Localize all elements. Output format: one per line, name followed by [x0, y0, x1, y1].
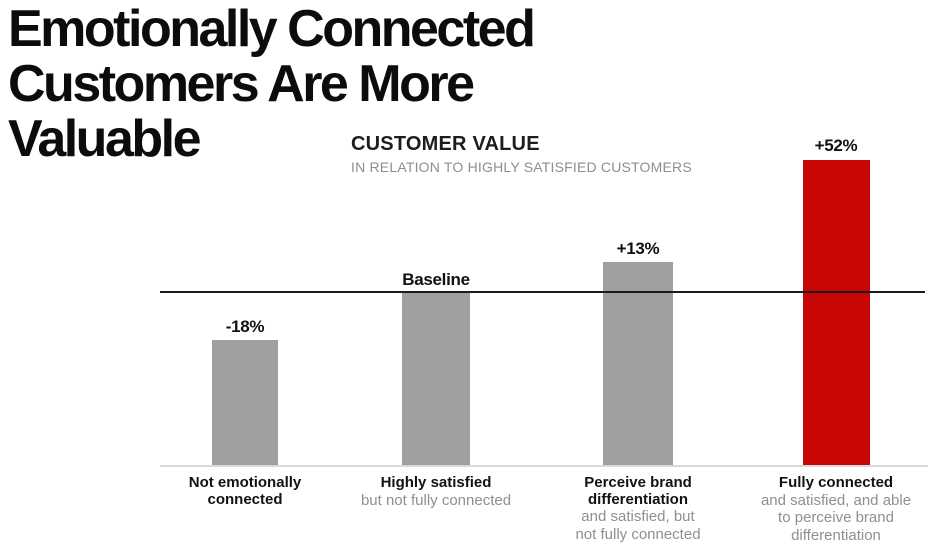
value-label-perceive-brand-differentiation: +13%: [616, 239, 660, 258]
category-sub-line: not fully connected: [575, 525, 701, 543]
chart-title: CUSTOMER VALUE: [351, 133, 540, 155]
bar-fully-connected: [803, 160, 870, 466]
chart-header: CUSTOMER VALUE IN RELATION TO HIGHLY SAT…: [351, 133, 692, 175]
x-axis-line: [160, 465, 928, 467]
category-bold-line: connected: [207, 490, 283, 508]
category-label-not-emotionally-connected: Not emotionally connected: [140, 474, 350, 508]
category-bold-line: Highly satisfied: [380, 474, 492, 491]
category-sub-line: and satisfied, but: [581, 508, 695, 525]
baseline-line: [160, 291, 925, 293]
bar-not-emotionally-connected: [212, 340, 278, 466]
category-sub-line: differentiation: [791, 526, 881, 544]
value-label-not-emotionally-connected: -18%: [225, 317, 265, 336]
page-title-line-2: Customers Are More: [8, 55, 475, 113]
page-title-line-3: Valuable: [8, 110, 202, 168]
bar-highly-satisfied: [402, 293, 470, 466]
page-title: Emotionally Connected Customers Are More…: [8, 0, 536, 168]
value-label-fully-connected: +52%: [814, 136, 858, 155]
category-label-fully-connected: Fully connected and satisfied, and able …: [731, 474, 940, 544]
category-sub-line: but not fully connected: [360, 491, 512, 509]
category-label-perceive-brand-differentiation: Perceive brand differentiation and satis…: [533, 474, 743, 543]
category-bold-line: Fully connected: [778, 474, 894, 491]
category-bold-line: Perceive brand: [584, 474, 692, 491]
category-sub-line: and satisfied, and able: [760, 491, 912, 509]
category-bold-line: Not emotionally: [188, 474, 302, 491]
category-sub-line: to perceive brand: [778, 509, 894, 526]
value-label-baseline: Baseline: [402, 270, 470, 289]
page-title-line-1: Emotionally Connected: [8, 0, 536, 58]
category-label-highly-satisfied: Highly satisfied but not fully connected: [331, 474, 541, 509]
chart-subtitle: IN RELATION TO HIGHLY SATISFIED CUSTOMER…: [351, 159, 692, 175]
category-bold-line: differentiation: [588, 490, 688, 508]
bar-perceive-brand-differentiation: [603, 262, 673, 466]
